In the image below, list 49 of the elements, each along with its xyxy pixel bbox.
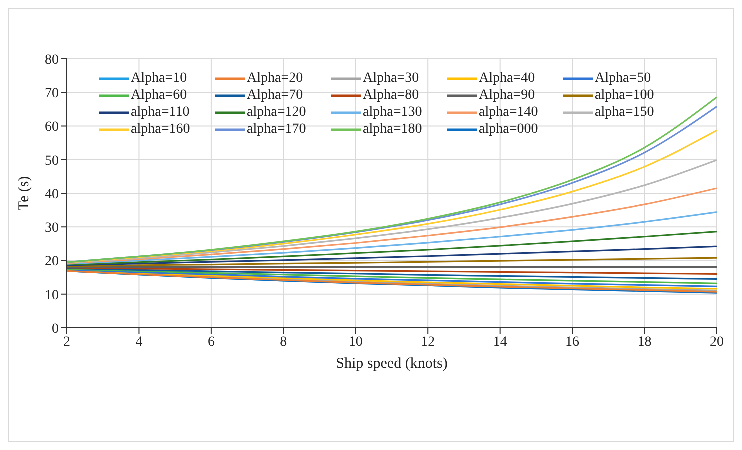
line-series	[67, 212, 717, 265]
line-series	[67, 231, 717, 266]
line-series	[67, 159, 717, 264]
line-series	[67, 268, 717, 280]
x-tick-label: 2	[64, 334, 70, 350]
legend-label: alpha=130	[363, 105, 422, 121]
y-tick-label: 40	[45, 187, 59, 202]
legend-label: alpha=140	[479, 105, 538, 121]
legend-label: alpha=160	[131, 122, 190, 138]
y-tick-label: 50	[45, 154, 59, 169]
y-axis-title: Te (s)	[16, 176, 32, 211]
legend-label: alpha=120	[247, 105, 306, 121]
y-tick-label: 60	[45, 120, 59, 136]
legend-label: Alpha=10	[131, 71, 188, 87]
line-series	[67, 268, 717, 284]
legend-label: alpha=170	[247, 122, 306, 138]
legend-label: Alpha=40	[479, 71, 536, 87]
legend-label: Alpha=30	[363, 71, 420, 87]
y-tick-label: 20	[45, 254, 59, 270]
legend-label: Alpha=90	[479, 88, 536, 104]
legend-label: Alpha=80	[363, 88, 420, 104]
line-series	[67, 188, 717, 264]
legend-label: Alpha=20	[247, 71, 304, 87]
legend-label: Alpha=50	[595, 71, 652, 87]
legend-label: alpha=110	[131, 105, 190, 121]
legend-label: alpha=180	[363, 122, 422, 138]
x-tick-label: 8	[280, 334, 288, 350]
y-tick-label: 30	[45, 221, 59, 236]
x-tick-label: 20	[710, 334, 724, 350]
x-tick-label: 18	[638, 334, 652, 350]
legend-label: Alpha=70	[247, 88, 304, 104]
line-series	[67, 246, 717, 266]
y-tick-label: 80	[45, 52, 59, 68]
legend-label: alpha=100	[595, 88, 654, 104]
x-tick-label: 14	[493, 334, 508, 350]
x-tick-label: 4	[136, 334, 143, 350]
legend-label: alpha=150	[595, 105, 654, 121]
line-series	[67, 267, 717, 275]
line-series	[67, 257, 717, 268]
x-tick-label: 12	[421, 334, 436, 350]
legend-label: Alpha=60	[131, 88, 188, 104]
x-tick-label: 10	[348, 334, 363, 350]
y-tick-label: 10	[45, 288, 59, 304]
y-tick-label: 0	[52, 322, 59, 337]
x-tick-label: 16	[566, 334, 580, 350]
x-axis-title: Ship speed (knots)	[336, 356, 448, 372]
x-tick-label: 6	[208, 334, 215, 350]
y-tick-label: 70	[45, 86, 59, 102]
legend-label: alpha=000	[479, 122, 538, 138]
